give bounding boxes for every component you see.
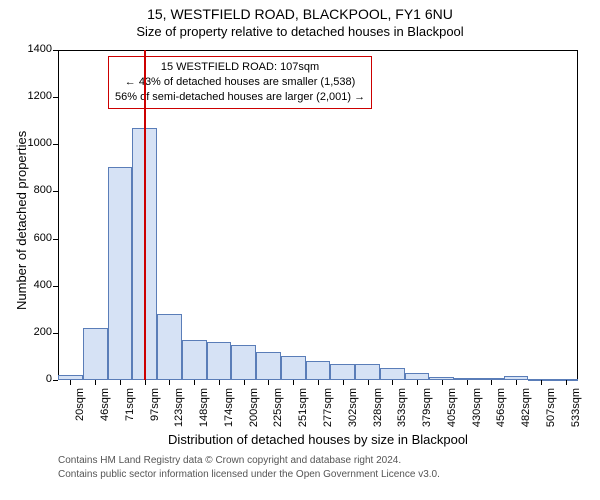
x-tick-label: 482sqm — [520, 388, 532, 436]
footer-line-2: Contains public sector information licen… — [58, 468, 440, 482]
x-tick-mark — [491, 380, 492, 385]
y-tick-label: 0 — [18, 373, 52, 385]
footer-line-1: Contains HM Land Registry data © Crown c… — [58, 454, 440, 468]
legend-line-3: 56% of semi-detached houses are larger (… — [115, 90, 365, 105]
y-tick-label: 200 — [18, 326, 52, 338]
chart-bar — [405, 373, 430, 380]
y-tick-mark — [53, 380, 58, 381]
x-tick-label: 20sqm — [74, 388, 86, 436]
x-tick-mark — [145, 380, 146, 385]
chart-bar — [207, 342, 232, 380]
y-tick-label: 1200 — [18, 90, 52, 102]
chart-bar — [182, 340, 207, 380]
y-tick-mark — [53, 144, 58, 145]
x-tick-mark — [318, 380, 319, 385]
x-tick-mark — [392, 380, 393, 385]
x-tick-mark — [219, 380, 220, 385]
x-tick-mark — [194, 380, 195, 385]
x-tick-mark — [169, 380, 170, 385]
x-tick-label: 251sqm — [297, 388, 309, 436]
y-tick-mark — [53, 50, 58, 51]
x-tick-mark — [120, 380, 121, 385]
legend-line-2: ← 43% of detached houses are smaller (1,… — [115, 75, 365, 90]
x-tick-mark — [417, 380, 418, 385]
x-tick-mark — [95, 380, 96, 385]
property-marker-line — [144, 50, 146, 380]
x-tick-mark — [368, 380, 369, 385]
y-tick-mark — [53, 239, 58, 240]
x-tick-mark — [541, 380, 542, 385]
y-tick-label: 1000 — [18, 137, 52, 149]
page-title: 15, WESTFIELD ROAD, BLACKPOOL, FY1 6NU — [0, 0, 600, 22]
x-tick-mark — [268, 380, 269, 385]
chart-bar — [380, 368, 405, 380]
x-tick-label: 533sqm — [570, 388, 582, 436]
x-tick-label: 174sqm — [223, 388, 235, 436]
x-tick-mark — [516, 380, 517, 385]
x-tick-label: 379sqm — [421, 388, 433, 436]
x-tick-label: 71sqm — [124, 388, 136, 436]
chart-bar — [330, 364, 355, 381]
x-tick-mark — [566, 380, 567, 385]
x-tick-mark — [343, 380, 344, 385]
chart-bar — [83, 328, 108, 380]
x-tick-label: 430sqm — [471, 388, 483, 436]
x-tick-label: 97sqm — [149, 388, 161, 436]
chart-bar — [306, 361, 331, 380]
x-tick-label: 405sqm — [446, 388, 458, 436]
chart-bar — [157, 314, 182, 380]
x-tick-label: 277sqm — [322, 388, 334, 436]
x-tick-mark — [467, 380, 468, 385]
chart-bar — [108, 167, 133, 380]
x-tick-label: 507sqm — [545, 388, 557, 436]
y-tick-mark — [53, 333, 58, 334]
x-tick-label: 328sqm — [372, 388, 384, 436]
x-tick-label: 123sqm — [173, 388, 185, 436]
x-tick-mark — [293, 380, 294, 385]
x-tick-label: 302sqm — [347, 388, 359, 436]
x-tick-label: 200sqm — [248, 388, 260, 436]
chart-bar — [256, 352, 281, 380]
footer-attribution: Contains HM Land Registry data © Crown c… — [58, 454, 440, 481]
chart-bar — [231, 345, 256, 380]
y-tick-mark — [53, 191, 58, 192]
x-tick-mark — [442, 380, 443, 385]
x-tick-label: 225sqm — [272, 388, 284, 436]
chart-legend-box: 15 WESTFIELD ROAD: 107sqm ← 43% of detac… — [108, 56, 372, 109]
y-tick-label: 400 — [18, 279, 52, 291]
x-tick-label: 456sqm — [495, 388, 507, 436]
y-tick-label: 600 — [18, 232, 52, 244]
y-tick-mark — [53, 286, 58, 287]
x-tick-mark — [244, 380, 245, 385]
x-tick-label: 46sqm — [99, 388, 111, 436]
x-tick-label: 353sqm — [396, 388, 408, 436]
y-tick-mark — [53, 97, 58, 98]
chart-bar — [281, 356, 306, 380]
chart-bar — [355, 364, 380, 381]
page-subtitle: Size of property relative to detached ho… — [0, 22, 600, 39]
y-tick-label: 800 — [18, 184, 52, 196]
x-tick-label: 148sqm — [198, 388, 210, 436]
x-tick-mark — [70, 380, 71, 385]
legend-line-1: 15 WESTFIELD ROAD: 107sqm — [115, 60, 365, 75]
y-tick-label: 1400 — [18, 43, 52, 55]
